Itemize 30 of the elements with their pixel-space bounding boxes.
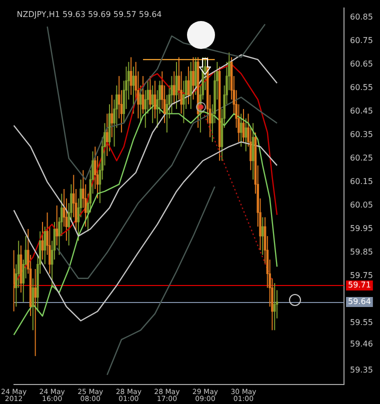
y-tick-label: 60.65 [350, 59, 373, 68]
y-tick-label: 60.55 [350, 82, 373, 92]
candlestick [170, 76, 173, 114]
candlestick [149, 76, 152, 110]
ref-line-label: 59.71 [348, 280, 371, 290]
y-tick-label: 60.05 [350, 200, 373, 210]
y-tick-label: 60.45 [350, 106, 373, 116]
candlestick [56, 204, 58, 246]
candlestick [182, 80, 185, 124]
candlestick [262, 216, 264, 256]
ref-line-label: 59.64 [348, 297, 371, 306]
y-tick-label: 59.46 [350, 339, 373, 348]
y-tick-label: 59.95 [350, 224, 373, 234]
y-tick-label: 59.75 [350, 271, 373, 280]
y-tick-label: 59.85 [350, 248, 373, 257]
y-tick-label: 60.35 [350, 130, 373, 139]
chart-title: NZDJPY,H1 59.63 59.69 59.57 59.64 [16, 10, 162, 19]
y-tick-label: 59.55 [350, 318, 373, 328]
candlestick [106, 113, 108, 157]
y-tick-label: 60.75 [350, 36, 373, 45]
candlestick [130, 56, 132, 96]
candlestick [34, 268, 36, 357]
y-tick-label: 60.85 [350, 12, 373, 22]
y-tick-label: 60.15 [350, 177, 373, 186]
candlestick [154, 80, 156, 119]
candlestick [142, 76, 144, 114]
y-tick-label: 60.25 [350, 153, 373, 162]
y-tick-label: 59.35 [350, 365, 373, 374]
candlestick [132, 66, 135, 114]
candlestick [192, 56, 194, 100]
